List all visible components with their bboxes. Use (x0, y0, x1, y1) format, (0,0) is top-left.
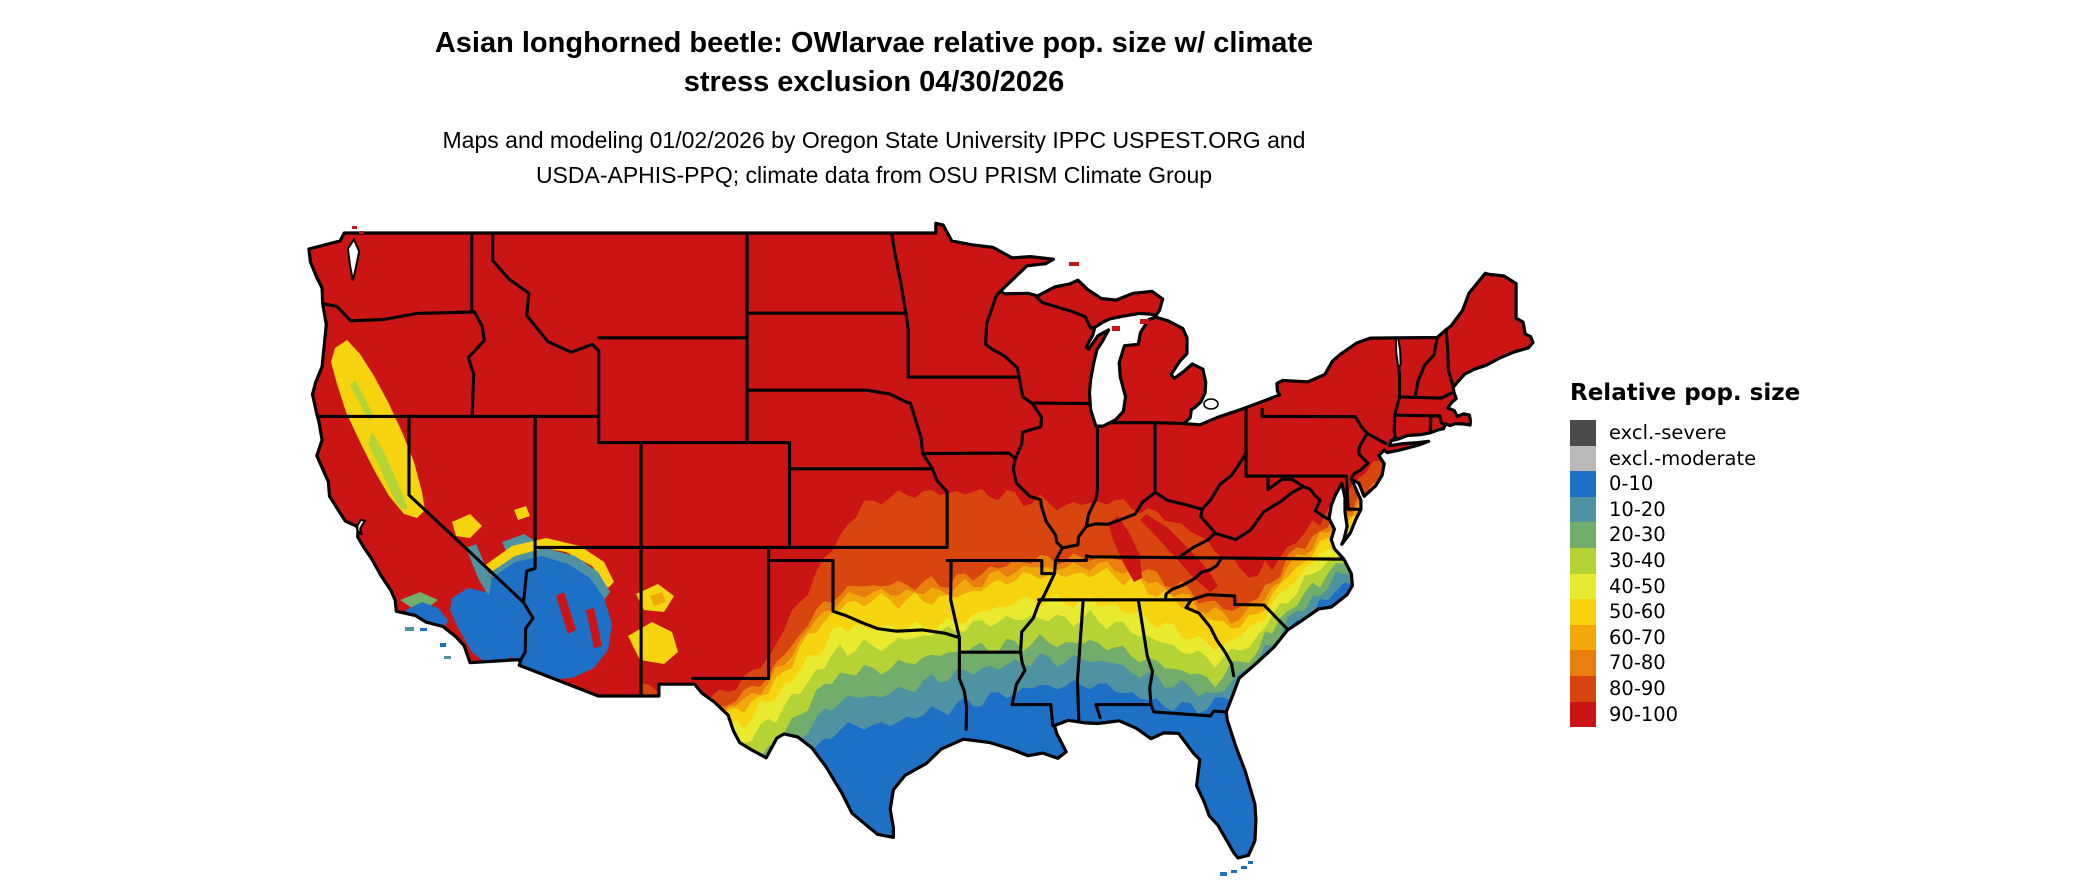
legend-row: excl.-moderate (1570, 445, 1800, 472)
region-patch (350, 380, 374, 420)
region-patch (556, 592, 576, 634)
lake (1394, 336, 1402, 373)
legend-label: 10-20 (1609, 497, 1666, 521)
legend-label: 20-30 (1609, 523, 1666, 547)
title-block: Asian longhorned beetle: OWlarvae relati… (174, 24, 1574, 193)
region-patch (484, 538, 614, 588)
legend-swatch (1570, 650, 1596, 676)
subtitle-block: Maps and modeling 01/02/2026 by Oregon S… (174, 123, 1574, 193)
island-dot (1241, 866, 1247, 869)
map-subtitle-line2: USDA-APHIS-PPQ; climate data from OSU PR… (535, 162, 1213, 188)
map-subtitle-line1: Maps and modeling 01/02/2026 by Oregon S… (442, 127, 1306, 153)
legend-label: 70-80 (1609, 651, 1666, 675)
region-patch (452, 514, 482, 538)
island-dot (1140, 319, 1149, 324)
island-dot (1220, 872, 1227, 876)
legend-row: 70-80 (1570, 650, 1800, 676)
region-patch (1140, 514, 1218, 592)
legend-label: 40-50 (1609, 574, 1666, 598)
map-title-line2: stress exclusion 04/30/2026 (683, 66, 1065, 98)
map-title-line1: Asian longhorned beetle: OWlarvae relati… (434, 27, 1314, 59)
legend-swatch (1570, 420, 1596, 446)
island-dot (359, 231, 364, 234)
legend-label: 60-70 (1609, 625, 1666, 649)
legend-swatch (1570, 675, 1596, 702)
lake (346, 237, 361, 281)
legend-swatch (1570, 701, 1596, 728)
legend-row: 40-50 (1570, 573, 1800, 600)
island-dot (1231, 870, 1237, 873)
legend-swatch (1570, 547, 1596, 574)
state-borders (315, 231, 1456, 732)
region-patch (488, 548, 610, 600)
island-dot (405, 627, 414, 631)
legend-swatch (1570, 624, 1596, 651)
region-patch (368, 432, 408, 510)
legend-row: excl.-severe (1570, 420, 1800, 446)
legend-row: 20-30 (1570, 522, 1800, 548)
legend-label: 0-10 (1609, 472, 1654, 496)
legend-label: 30-40 (1609, 548, 1666, 572)
legend-label: 80-90 (1609, 676, 1666, 700)
legend-swatch (1570, 599, 1596, 625)
legend-row: 90-100 (1570, 701, 1800, 728)
lake (356, 518, 367, 536)
region-patch (586, 608, 602, 648)
region-patch (1108, 516, 1142, 582)
island-dot (1069, 262, 1079, 266)
legend-title: Relative pop. size (1570, 380, 1801, 406)
legend-label: excl.-severe (1609, 421, 1727, 444)
island-dot (1112, 326, 1120, 331)
lake-st-clair (1203, 398, 1219, 410)
legend-swatch (1570, 445, 1596, 472)
legend-rows: excl.-severe excl.-moderate 0-10 10-20 20-30… (1570, 420, 1800, 728)
island-dot (420, 628, 427, 631)
legend-label: 50-60 (1609, 600, 1666, 624)
region-patch (400, 592, 438, 608)
legend-row: 30-40 (1570, 547, 1800, 574)
legend: Relative pop. size excl.-severe excl.-mod… (1570, 380, 1801, 728)
legend-row: 60-70 (1570, 624, 1800, 651)
legend-row: 10-20 (1570, 496, 1800, 523)
legend-label: 90-100 (1609, 702, 1679, 726)
legend-label: excl.-moderate (1609, 446, 1757, 470)
region-patch (514, 506, 530, 520)
legend-swatch (1570, 522, 1596, 548)
legend-swatch (1570, 471, 1596, 497)
island-dot (440, 643, 446, 647)
region-patch (488, 556, 612, 680)
region-patch (650, 592, 666, 606)
legend-swatch (1570, 496, 1596, 523)
island-dot (352, 226, 357, 229)
legend-row: 0-10 (1570, 471, 1800, 497)
legend-swatch (1570, 573, 1596, 600)
legend-row: 50-60 (1570, 599, 1800, 625)
us-outline (307, 221, 1535, 860)
island-dot (444, 656, 451, 659)
region-patch (348, 538, 358, 551)
legend-row: 80-90 (1570, 675, 1800, 702)
island-dot (1248, 861, 1253, 864)
